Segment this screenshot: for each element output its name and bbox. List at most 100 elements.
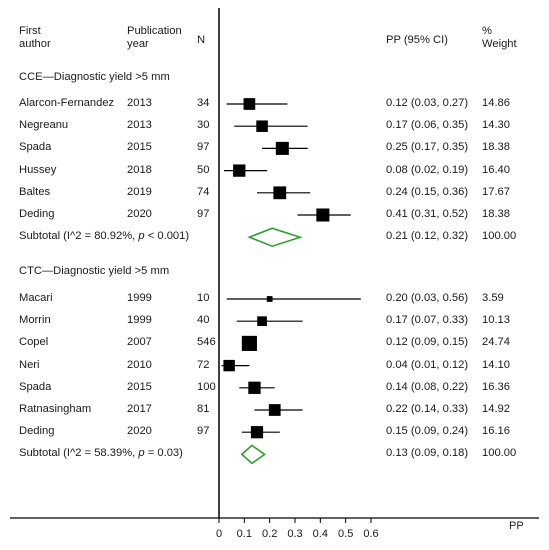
- x-tick-label: 0.1: [237, 528, 252, 540]
- study-marker: [266, 296, 273, 302]
- study-weight: 14.92: [482, 403, 510, 415]
- study-author: Deding: [19, 208, 55, 220]
- study-weight: 10.13: [482, 314, 510, 327]
- subtotal-label-prefix: Subtotal (I^2 = 58.39%,: [19, 447, 139, 460]
- study-marker: [273, 186, 287, 200]
- study-n: 40: [197, 314, 210, 327]
- subtotal-label-suffix: < 0.001): [144, 230, 190, 243]
- study-marker: [233, 164, 246, 177]
- study-author: Hussey: [19, 163, 57, 176]
- x-axis-title: PP: [509, 520, 524, 532]
- study-author: Alarcon-Fernandez: [19, 97, 115, 109]
- pooled-diamond: [240, 444, 266, 465]
- study-year: 2015: [127, 141, 152, 154]
- subtotal-ci: 0.13 (0.09, 0.18): [386, 447, 469, 460]
- study-n: 100: [197, 380, 216, 393]
- study-marker: [223, 359, 235, 372]
- study-marker: [268, 404, 281, 416]
- study-author: Ratnasingham: [19, 403, 92, 415]
- subtotal-label-p: p: [138, 447, 145, 460]
- study-author: Spada: [19, 141, 52, 154]
- subtotal-label: Subtotal (I^2 = 80.92%, p < 0.001): [19, 230, 189, 243]
- study-ci: 0.22 (0.14, 0.33): [386, 403, 469, 415]
- study-year: 2013: [127, 119, 152, 132]
- header-first-author-line2: author: [19, 37, 51, 50]
- study-year: 2013: [127, 97, 152, 109]
- study-ci: 0.41 (0.31, 0.52): [386, 208, 469, 220]
- x-tick-label: 0.2: [262, 528, 277, 540]
- study-author: Negreanu: [19, 119, 69, 132]
- header-pp-ci: PP (95% CI): [386, 34, 448, 46]
- study-ci: 0.04 (0.01, 0.12): [386, 358, 469, 371]
- study-marker: [256, 120, 268, 132]
- subtotal-weight: 100.00: [482, 447, 517, 460]
- study-weight: 3.59: [482, 292, 504, 304]
- study-ci: 0.12 (0.03, 0.27): [386, 97, 469, 109]
- study-ci: 0.24 (0.15, 0.36): [386, 185, 469, 198]
- study-year: 2010: [127, 358, 152, 371]
- subtotal-weight: 100.00: [482, 230, 517, 243]
- study-n: 97: [197, 208, 210, 220]
- study-n: 81: [197, 403, 210, 415]
- study-author: Morrin: [19, 314, 51, 327]
- header-first-author: First author: [19, 25, 51, 51]
- study-n: 74: [197, 185, 210, 198]
- study-ci: 0.08 (0.02, 0.19): [386, 163, 469, 176]
- study-weight: 18.38: [482, 208, 510, 220]
- study-author: Macari: [19, 292, 53, 304]
- study-n: 97: [197, 425, 210, 438]
- header-n: N: [197, 34, 206, 46]
- study-ci: 0.14 (0.08, 0.22): [386, 380, 469, 393]
- header-year-line1: Publication: [127, 25, 182, 37]
- study-year: 2007: [127, 336, 152, 349]
- x-tick-label: 0.6: [363, 528, 378, 540]
- study-weight: 17.67: [482, 185, 510, 198]
- study-year: 1999: [127, 314, 152, 327]
- subtotal-ci: 0.21 (0.12, 0.32): [386, 230, 469, 243]
- study-marker: [248, 381, 261, 394]
- header-first-author-line1: First: [19, 25, 41, 37]
- study-weight: 16.40: [482, 163, 510, 176]
- header-weight-line2: Weight: [482, 37, 517, 50]
- study-weight: 14.30: [482, 119, 510, 132]
- subtotal-label-prefix: Subtotal (I^2 = 80.92%,: [19, 230, 139, 243]
- study-n: 50: [197, 163, 210, 176]
- subtotal-label: Subtotal (I^2 = 58.39%, p = 0.03): [19, 447, 183, 460]
- study-ci: 0.12 (0.09, 0.15): [386, 336, 469, 349]
- group-title: CCE—Diagnostic yield >5 mm: [19, 71, 170, 83]
- header-weight: % Weight: [482, 25, 517, 51]
- study-marker: [275, 141, 289, 155]
- study-n: 97: [197, 141, 210, 154]
- study-marker: [257, 316, 267, 327]
- study-author: Neri: [19, 358, 40, 371]
- study-author: Deding: [19, 425, 55, 438]
- study-weight: 16.36: [482, 380, 510, 393]
- study-n: 34: [197, 97, 210, 109]
- study-weight: 16.16: [482, 425, 510, 438]
- study-weight: 24.74: [482, 336, 510, 349]
- study-author: Copel: [19, 336, 49, 349]
- study-year: 2018: [127, 163, 152, 176]
- study-n: 72: [197, 358, 210, 371]
- study-year: 2019: [127, 185, 152, 198]
- subtotal-label-suffix: = 0.03): [144, 447, 183, 460]
- study-marker: [316, 208, 330, 222]
- study-marker: [241, 335, 257, 351]
- study-ci: 0.15 (0.09, 0.24): [386, 425, 469, 438]
- x-tick-label: 0.4: [313, 528, 328, 540]
- study-weight: 18.38: [482, 141, 510, 154]
- study-year: 2015: [127, 380, 152, 393]
- study-weight: 14.10: [482, 358, 510, 371]
- group-title: CTC—Diagnostic yield >5 mm: [19, 265, 170, 277]
- study-year: 2020: [127, 425, 152, 438]
- study-year: 2020: [127, 208, 152, 220]
- study-year: 2017: [127, 403, 152, 415]
- study-ci: 0.17 (0.07, 0.33): [386, 314, 469, 327]
- x-tick-label: 0.5: [338, 528, 353, 540]
- study-author: Baltes: [19, 185, 51, 198]
- study-n: 546: [197, 336, 216, 349]
- study-ci: 0.20 (0.03, 0.56): [386, 292, 469, 304]
- study-year: 1999: [127, 292, 152, 304]
